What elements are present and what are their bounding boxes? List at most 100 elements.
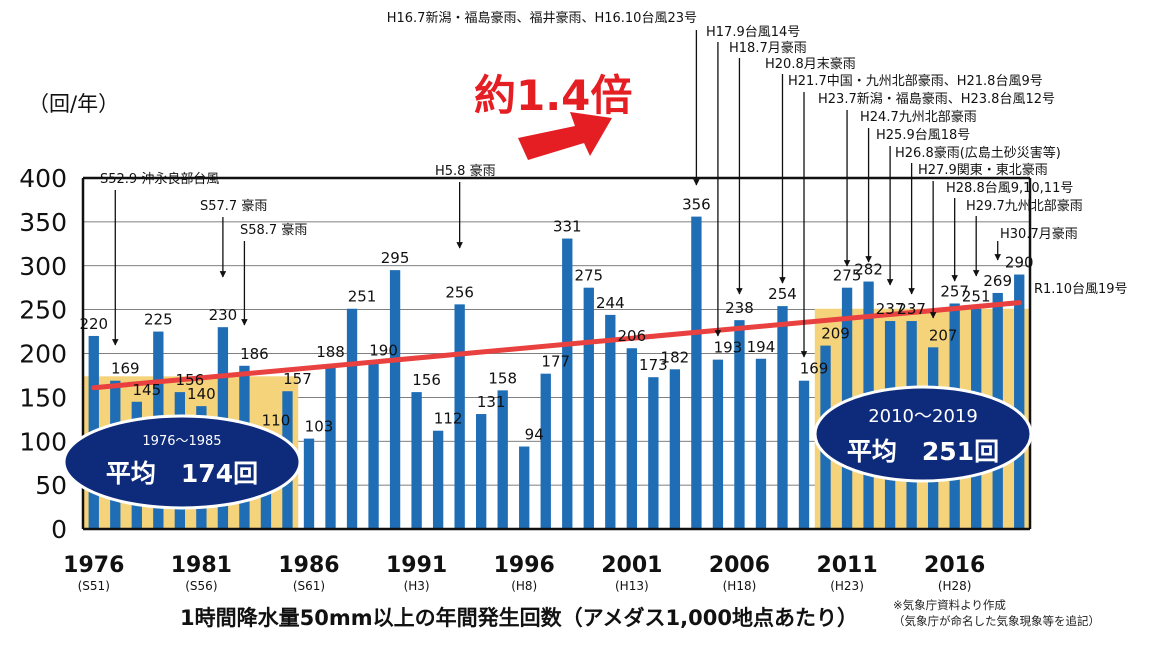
event-annotation-label: H21.7中国・九州北部豪雨、H21.8台風9号 — [788, 73, 1043, 89]
bar — [562, 238, 573, 530]
bar-value-label: 275 — [833, 267, 862, 285]
event-annotation-label: H17.9台風14号 — [706, 25, 800, 40]
bar-value-label: 158 — [488, 369, 517, 387]
bar-value-label: 237 — [876, 300, 905, 318]
bar-value-label: 290 — [1005, 254, 1034, 272]
bar-value-label: 169 — [800, 360, 829, 378]
x-tick-label: 2016 — [924, 553, 985, 578]
bar — [1014, 274, 1025, 529]
bar-value-label: 112 — [434, 410, 463, 428]
bar-value-label: 145 — [132, 381, 161, 399]
x-tick-label: 1991 — [386, 553, 447, 578]
bar — [497, 390, 508, 529]
x-tick-label: 1986 — [278, 553, 339, 578]
bar-value-label: 131 — [477, 393, 506, 411]
bar — [669, 369, 681, 529]
event-annotation-label: S57.7 豪雨 — [200, 198, 267, 214]
average-value-label: 平均 251回 — [847, 437, 999, 466]
y-tick-label: 150 — [19, 383, 67, 412]
bar-value-label: 207 — [929, 326, 958, 344]
trend-arrow-icon — [518, 112, 612, 160]
y-tick-label: 400 — [19, 164, 67, 193]
bar-value-label: 331 — [553, 218, 582, 236]
bar — [605, 314, 616, 529]
footnote-note: （気象庁が命名した気象現象等を追記） — [893, 614, 1100, 628]
bar — [691, 216, 702, 530]
bar-value-label: 254 — [768, 285, 797, 303]
event-annotation-label: H23.7新潟・福島豪雨、H23.8台風12号 — [818, 91, 1055, 107]
average-value-label: 平均 174回 — [106, 459, 258, 488]
bar-value-label: 282 — [854, 261, 883, 279]
x-tick-era-label: (S61) — [293, 579, 325, 593]
x-tick-label: 2011 — [816, 553, 877, 578]
bar-value-label: 182 — [661, 348, 690, 366]
bar-value-label: 237 — [897, 300, 926, 318]
x-tick-era-label: (S56) — [185, 579, 217, 593]
bar-value-label: 220 — [79, 315, 108, 333]
ratio-label: 約1.4倍 — [474, 71, 633, 120]
average-range-label: 2010〜2019 — [868, 406, 978, 427]
bar-value-label: 169 — [111, 360, 140, 378]
bar-value-label: 110 — [262, 411, 291, 429]
x-tick-era-label: (S51) — [78, 579, 110, 593]
bar-value-label: 194 — [747, 338, 776, 356]
bar — [798, 380, 810, 529]
event-annotation-label: H20.8月末豪雨 — [765, 56, 856, 72]
bar — [325, 364, 336, 529]
bar — [432, 430, 444, 529]
bar — [583, 287, 594, 529]
x-axis-title: 1時間降水量50mm以上の年間発生回数（アメダス1,000地点あたり） — [180, 606, 858, 630]
bar-value-label: 256 — [445, 283, 474, 301]
y-tick-label: 300 — [19, 252, 67, 281]
bar-value-label: 140 — [187, 385, 216, 403]
average-range-label: 1976〜1985 — [142, 434, 221, 449]
event-annotation-label: H5.8 豪雨 — [435, 163, 496, 179]
x-tick-label: 1981 — [171, 553, 232, 578]
event-annotation-label: H18.7月豪雨 — [729, 40, 807, 56]
y-tick-label: 50 — [35, 471, 67, 500]
bar-value-label: 230 — [209, 306, 238, 324]
x-tick-label: 1976 — [63, 553, 124, 578]
bar — [389, 270, 401, 529]
y-tick-label: 250 — [19, 296, 67, 325]
bar-value-label: 156 — [412, 371, 441, 389]
x-tick-label: 2006 — [709, 553, 770, 578]
bar — [648, 377, 659, 529]
bar-value-label: 188 — [316, 343, 345, 361]
bar-value-label: 244 — [596, 294, 625, 312]
bar-value-label: 275 — [574, 267, 603, 285]
bar-value-label: 190 — [369, 341, 398, 359]
bar — [519, 446, 530, 529]
footnote-source: ※気象庁資料より作成 — [893, 598, 1006, 612]
bar-value-label: 156 — [176, 371, 205, 389]
bar-value-label: 269 — [983, 272, 1012, 290]
y-tick-label: 100 — [19, 427, 67, 456]
x-tick-era-label: (H18) — [723, 579, 757, 593]
x-tick-era-label: (H13) — [615, 579, 649, 593]
bar-value-label: 103 — [305, 418, 334, 436]
bar-value-label: 251 — [348, 288, 377, 306]
event-annotation-label: S58.7 豪雨 — [240, 222, 307, 238]
bar-value-label: 193 — [714, 339, 743, 357]
bar-value-label: 206 — [618, 327, 647, 345]
y-tick-label: 350 — [19, 208, 67, 237]
event-annotation-label: H16.7新潟・福島豪雨、福井豪雨、H16.10台風23号 — [387, 10, 697, 26]
event-annotation-label: R1.10台風19号 — [1034, 282, 1128, 297]
event-annotation-label: H27.9関東・東北豪雨 — [918, 162, 1048, 178]
bar-value-label: 225 — [144, 311, 173, 329]
bar-value-label: 186 — [240, 345, 269, 363]
bar — [303, 438, 315, 529]
event-annotation-label: H29.7九州北部豪雨 — [966, 198, 1083, 214]
bar-value-label: 257 — [940, 282, 969, 300]
x-tick-era-label: (H28) — [938, 579, 972, 593]
bar — [712, 359, 724, 529]
event-annotation-label: S52.9 沖永良部台風 — [100, 171, 219, 187]
event-annotation-label: H28.8台風9,10,11号 — [946, 181, 1073, 196]
bar — [626, 348, 637, 529]
y-tick-label: 0 — [51, 515, 67, 544]
x-tick-era-label: (H23) — [830, 579, 864, 593]
bar — [476, 414, 487, 529]
bar-value-label: 94 — [525, 426, 544, 444]
bar — [368, 362, 379, 529]
bar-value-label: 209 — [821, 325, 850, 343]
